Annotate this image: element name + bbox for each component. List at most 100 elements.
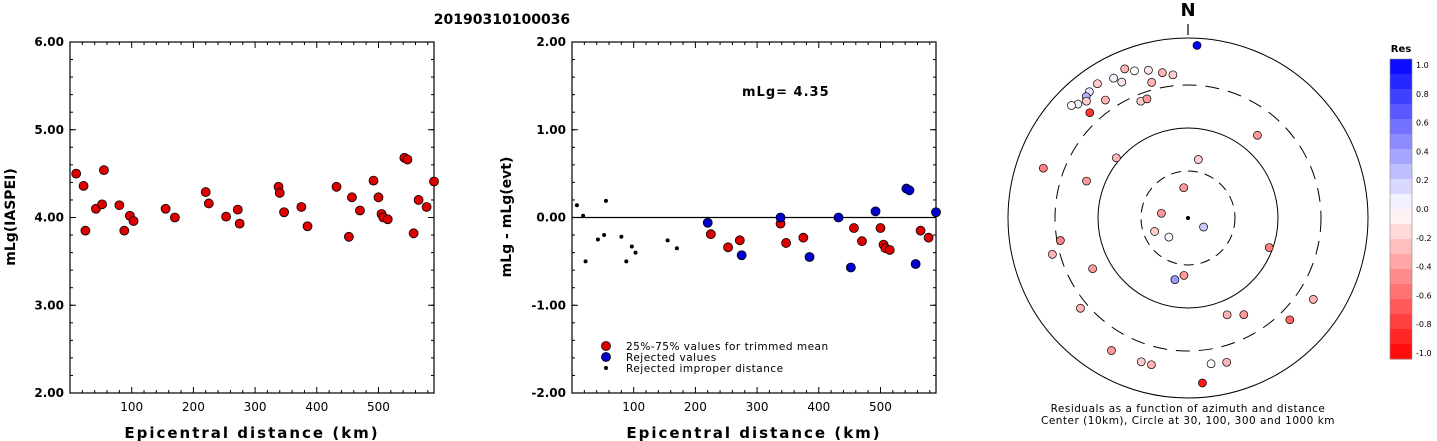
data-point [603, 198, 608, 203]
data-point [343, 231, 354, 242]
x-tick-label: 200 [182, 400, 205, 414]
station-residual-point [1253, 130, 1262, 140]
data-point [368, 175, 379, 186]
data-point [200, 187, 211, 197]
data-point [413, 195, 424, 205]
data-point [128, 216, 139, 226]
x-tick-label: 300 [746, 400, 769, 414]
y-tick-label: 1.00 [536, 123, 566, 137]
y-tick-label: 2.00 [34, 386, 64, 400]
plot1-xlabel: Epicentral distance (km) [124, 424, 379, 441]
data-point [71, 168, 82, 179]
data-point [665, 238, 670, 243]
station-residual-point [1206, 359, 1216, 369]
station-residual-point [1048, 249, 1057, 259]
data-point [331, 181, 342, 192]
data-point [775, 212, 786, 223]
station-residual-point [1093, 79, 1102, 89]
data-point [915, 225, 926, 236]
colorbar-cell [1390, 179, 1412, 195]
station-residual-point [1170, 275, 1180, 284]
colorbar-tick-label: -0.4 [1416, 263, 1432, 272]
data-point [302, 221, 313, 232]
legend-label: 25%-75% values for trimmed mean [626, 341, 829, 353]
colorbar-tick-label: 0.8 [1416, 90, 1429, 99]
station-residual-point [1142, 94, 1152, 104]
y-tick-label: 5.00 [34, 123, 64, 137]
data-point [923, 232, 934, 243]
data-point [910, 259, 921, 269]
x-tick-label: 100 [120, 400, 143, 414]
polar-caption-line1: Residuals as a function of azimuth and d… [1051, 403, 1326, 415]
station-residual-point [1117, 77, 1127, 87]
x-tick-label: 100 [622, 400, 645, 414]
data-point [80, 225, 91, 236]
station-residual-point [1264, 243, 1274, 252]
station-residual-point [1198, 378, 1207, 388]
x-tick-label: 400 [807, 400, 830, 414]
epicenter-marker [1186, 216, 1190, 220]
azimuth-residual-plot: N Residuals as a function of azimuth and… [1007, 0, 1369, 427]
station-residual-point [1168, 70, 1178, 80]
magnitude-vs-distance-plot: mLg(IASPEI) Epicentral distance (km) 100… [3, 35, 439, 441]
data-point [119, 225, 130, 236]
data-point [781, 238, 791, 248]
plot2-ylabel: mLg - mLg(evt) [499, 157, 515, 278]
data-point [402, 154, 413, 165]
colorbar-cell [1390, 344, 1412, 360]
colorbar-tick-label: -0.2 [1416, 234, 1432, 243]
station-residual-point [1147, 360, 1156, 370]
data-point [408, 228, 419, 239]
y-tick-label: 2.00 [536, 35, 566, 49]
colorbar-cell [1390, 194, 1412, 210]
data-point [232, 204, 243, 215]
data-point [234, 218, 245, 229]
data-point [875, 223, 886, 233]
station-residual-point [1179, 271, 1189, 280]
data-point [629, 244, 634, 249]
ring-30km [1140, 170, 1236, 266]
station-residual-point [1107, 346, 1116, 355]
colorbar-tick-label: -0.6 [1416, 291, 1432, 300]
data-point [373, 192, 384, 203]
colorbar-tick-label: 0.0 [1416, 205, 1429, 214]
station-residual-point [1164, 232, 1174, 242]
colorbar-cell [1390, 329, 1412, 345]
colorbar-cell [1390, 104, 1412, 120]
legend-marker [601, 341, 611, 351]
data-point [203, 198, 214, 209]
event-magnitude-annotation: mLg= 4.35 [742, 85, 830, 100]
colorbar-cell [1390, 314, 1412, 330]
data-point [804, 252, 815, 262]
data-point [583, 259, 588, 264]
station-residual-point [1199, 222, 1208, 232]
colorbar-tick-label: 0.4 [1416, 147, 1429, 156]
colorbar-cell [1390, 254, 1412, 270]
data-point [99, 165, 109, 176]
station-residual-point [1192, 41, 1202, 50]
data-point [160, 203, 171, 214]
data-point [97, 199, 107, 210]
data-point [870, 206, 881, 217]
x-tick-label: 200 [684, 400, 707, 414]
north-label: N [1180, 0, 1195, 21]
residual-colorbar: Res 1.0 0.8 0.6 0.4 0.2 0.0 -0.2 -0.4 -0.6 -0.8 -1… [1389, 44, 1432, 360]
colorbar-cell [1390, 209, 1412, 225]
colorbar-tick-label: 0.6 [1416, 119, 1429, 128]
station-residual-point [1222, 310, 1232, 320]
station-residual-point [1067, 101, 1076, 110]
y-tick-label: 3.00 [34, 298, 64, 312]
data-point [674, 246, 679, 251]
data-point [798, 232, 809, 243]
data-point [624, 259, 629, 264]
data-point [279, 207, 289, 218]
colorbar-cell [1390, 119, 1412, 135]
data-point [574, 203, 579, 208]
station-residual-point [1038, 163, 1048, 173]
station-residual-point [1285, 315, 1295, 325]
data-point [845, 262, 856, 273]
data-point [581, 213, 586, 218]
data-point [849, 223, 859, 233]
station-residual-point [1111, 153, 1121, 163]
